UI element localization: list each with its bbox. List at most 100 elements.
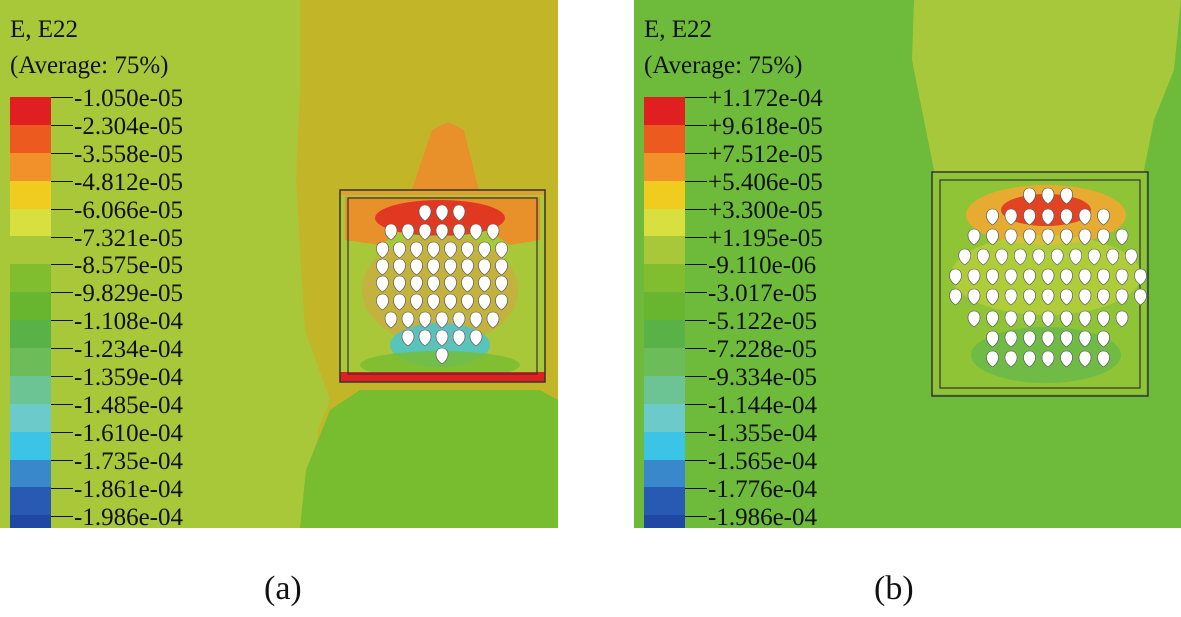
fiber-hole xyxy=(1004,268,1018,286)
legend-swatch xyxy=(644,208,685,237)
legend-swatch xyxy=(644,487,685,516)
legend-swatch xyxy=(10,97,51,125)
legend-tick-label: -1.144e-04 xyxy=(708,391,817,419)
fiber-hole xyxy=(1115,268,1129,286)
legend-swatch xyxy=(644,459,685,488)
strain-field-a xyxy=(296,0,558,528)
fiber-hole xyxy=(393,258,406,276)
fiber-hole xyxy=(376,241,389,259)
fiber-hole xyxy=(1060,330,1073,348)
legend-tick-label: -5.122e-05 xyxy=(708,308,817,336)
fiber-hole xyxy=(1115,228,1129,246)
fiber-hole xyxy=(1078,268,1092,286)
legend-colorbar-b xyxy=(644,97,685,528)
legend-tick xyxy=(51,124,73,126)
fiber-hole xyxy=(1041,350,1055,368)
fiber-hole xyxy=(427,275,440,293)
legend-tick-label: +9.618e-05 xyxy=(708,112,823,140)
legend-tick xyxy=(51,459,73,461)
fiber-hole xyxy=(495,293,508,311)
fiber-hole xyxy=(1041,288,1055,306)
fiber-hole xyxy=(469,311,483,329)
fiber-hole xyxy=(478,275,491,293)
legend-tick xyxy=(685,264,707,266)
legend-swatch xyxy=(644,264,685,293)
fiber-hole xyxy=(469,223,483,241)
fiber-hole xyxy=(393,275,406,293)
fiber-hole xyxy=(393,241,406,259)
fiber-hole xyxy=(418,311,432,329)
fiber-hole xyxy=(1023,310,1036,328)
legend-swatch xyxy=(10,320,51,349)
fiber-hole xyxy=(435,311,449,329)
legend-swatch xyxy=(644,124,685,153)
legend-tick xyxy=(51,320,73,322)
fiber-hole xyxy=(1023,228,1036,246)
legend-tick-label: -1.359e-04 xyxy=(74,364,183,391)
fiber-hole xyxy=(452,223,466,241)
fiber-hole xyxy=(1115,310,1129,328)
fiber-hole xyxy=(393,293,406,311)
legend-swatch xyxy=(644,515,685,528)
fiber-hole xyxy=(1060,288,1073,306)
fiber-hole xyxy=(1050,248,1064,266)
legend-swatch xyxy=(644,431,685,460)
fiber-hole xyxy=(376,275,389,293)
legend-colorbar-a xyxy=(10,97,51,528)
fiber-hole xyxy=(478,293,491,311)
fiber-hole xyxy=(1097,350,1110,368)
fiber-hole xyxy=(1004,228,1018,246)
legend-tick-label: -9.829e-05 xyxy=(74,280,183,308)
fiber-hole xyxy=(401,329,415,347)
legend-title-b: E, E22 xyxy=(644,16,713,43)
fiber-hole xyxy=(410,241,423,259)
legend-swatch xyxy=(10,124,51,153)
specimen-frame-outer-b xyxy=(931,171,1149,397)
fiber-hole xyxy=(1004,208,1018,226)
fiber-hole xyxy=(1060,310,1073,328)
legend-tick xyxy=(51,431,73,433)
fiber-hole xyxy=(410,275,423,293)
fiber-hole xyxy=(444,275,457,293)
fiber-hole xyxy=(986,310,999,328)
fiber-holes-a xyxy=(376,204,508,365)
fiber-hole xyxy=(452,311,466,329)
legend-swatch xyxy=(10,208,51,237)
fiber-hole xyxy=(1041,330,1055,348)
legend-swatch xyxy=(10,515,51,528)
legend-tick xyxy=(685,152,707,154)
fiber-hole xyxy=(461,275,474,293)
fiber-hole xyxy=(410,293,423,311)
fiber-hole xyxy=(986,288,999,306)
fiber-hole xyxy=(949,288,962,306)
fiber-hole xyxy=(1060,350,1073,368)
legend-tick xyxy=(685,376,707,377)
legend-tick-label: -6.066e-05 xyxy=(74,196,183,224)
legend-tick-label: -8.575e-05 xyxy=(74,252,183,280)
legend-tick xyxy=(51,376,73,377)
fiber-hole xyxy=(1124,248,1138,266)
legend-tick-label: -3.017e-05 xyxy=(708,280,817,308)
legend-tick-label: +3.300e-05 xyxy=(708,196,823,224)
legend-swatch xyxy=(644,375,685,404)
legend-subtitle-a: (Average: 75%) xyxy=(10,52,169,79)
legend-swatch xyxy=(644,236,685,265)
legend-tick xyxy=(685,348,707,350)
legend-tick xyxy=(51,403,73,405)
fiber-holes-b xyxy=(949,187,1147,368)
fiber-hole xyxy=(435,223,449,241)
fiber-hole xyxy=(1134,288,1147,306)
legend-tick-label: -3.558e-05 xyxy=(74,140,183,168)
fiber-hole xyxy=(469,329,483,347)
fiber-hole xyxy=(986,330,999,348)
legend-tick xyxy=(685,97,707,98)
fiber-hole xyxy=(1078,310,1092,328)
fiber-hole xyxy=(1134,268,1147,286)
fiber-hole xyxy=(1106,248,1120,266)
contour-plot-a: E, E22 (Average: 75%) -1.050e-05 -2.304e-… xyxy=(0,0,558,528)
legend-tick xyxy=(685,431,707,433)
fiber-hole xyxy=(427,241,440,259)
legend-tick-label: -7.228e-05 xyxy=(708,336,817,364)
fiber-hole xyxy=(1087,248,1101,266)
fiber-hole xyxy=(1023,187,1036,205)
